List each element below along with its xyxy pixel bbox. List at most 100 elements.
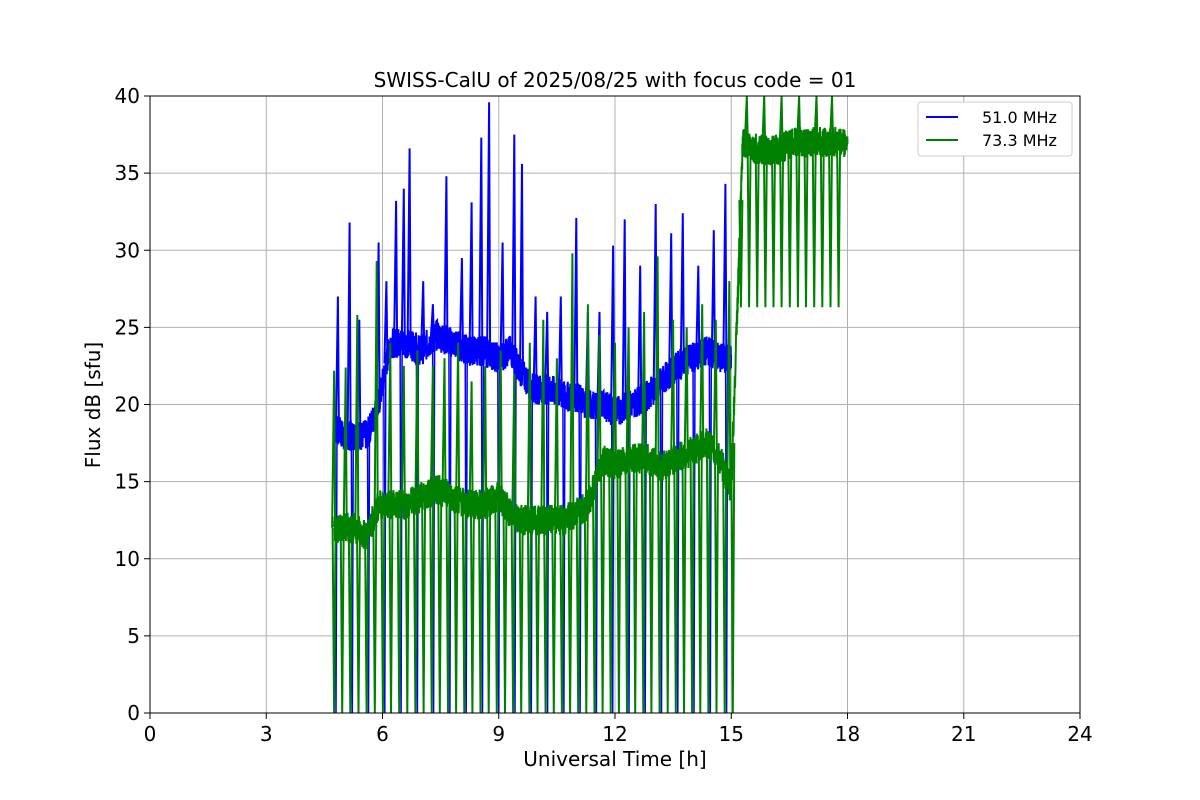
- y-tick-label: 10: [115, 547, 140, 571]
- y-tick-label: 20: [115, 393, 140, 417]
- series-spike: [778, 96, 784, 149]
- series-calibration-dip: [545, 389, 550, 713]
- series-calibration-dip: [583, 505, 589, 713]
- series-spike: [695, 265, 701, 356]
- series-spike: [621, 219, 627, 408]
- x-tick-label: 12: [602, 722, 627, 746]
- series-spike: [414, 350, 420, 500]
- series-spike: [499, 242, 505, 356]
- series-spike: [573, 217, 579, 397]
- series-calibration-dip: [673, 459, 679, 713]
- series-calibration-dip: [811, 142, 817, 308]
- series-spike: [468, 202, 474, 351]
- series-spike: [553, 358, 559, 521]
- series-calibration-dip: [730, 443, 736, 713]
- x-tick-label: 18: [835, 722, 860, 746]
- y-axis-label: Flux dB [sfu]: [81, 342, 105, 468]
- series-spike: [511, 134, 517, 359]
- series-calibration-dip: [478, 504, 483, 713]
- series-spike: [441, 358, 447, 494]
- series-calibration-dip: [608, 463, 614, 713]
- series-calibration-dip: [453, 498, 459, 713]
- series-calibration-dip: [372, 514, 378, 713]
- series-calibration-dip: [575, 511, 581, 713]
- series-calibration-dip: [657, 465, 663, 713]
- series-calibration-dip: [681, 454, 687, 713]
- y-tick-label: 15: [115, 470, 140, 494]
- series-spike: [443, 176, 449, 340]
- series-calibration-dip: [836, 142, 842, 308]
- y-tick-label: 0: [127, 701, 140, 725]
- legend-label-73mhz: 73.3 MHz: [982, 131, 1057, 150]
- series-calibration-dip: [551, 520, 557, 713]
- series-spike: [482, 365, 488, 504]
- series-spike: [637, 265, 643, 400]
- legend-label-51mhz: 51.0 MHz: [982, 108, 1057, 127]
- series-calibration-dip: [461, 502, 467, 713]
- series-calibration-dip: [640, 458, 646, 713]
- series-spike: [497, 350, 503, 500]
- series-calibration-dip: [779, 148, 785, 308]
- series-calibration-dip: [421, 495, 427, 713]
- series-calibration-dip: [469, 504, 475, 713]
- x-tick-label: 9: [492, 722, 505, 746]
- x-axis-label: Universal Time [h]: [523, 747, 706, 771]
- series-spike: [699, 304, 705, 447]
- series-spike: [710, 230, 716, 355]
- series-spike: [829, 96, 834, 143]
- series-spike: [683, 327, 689, 454]
- series-spike: [670, 319, 676, 461]
- series-calibration-dip: [616, 464, 622, 713]
- series-spike: [654, 256, 660, 465]
- series-calibration-dip: [347, 527, 353, 713]
- series-calibration-dip: [535, 520, 540, 713]
- series-calibration-dip: [746, 145, 752, 308]
- series-spike: [668, 233, 674, 372]
- series-spike: [458, 257, 464, 348]
- series-spike: [625, 327, 631, 460]
- series-spike: [393, 200, 399, 343]
- series-spike: [383, 281, 389, 364]
- series-calibration-dip: [364, 535, 370, 713]
- series-spike: [813, 96, 819, 143]
- series-calibration-dip: [714, 454, 719, 713]
- series-spike: [511, 373, 517, 516]
- series-calibration-dip: [380, 504, 386, 713]
- series-spike: [596, 335, 602, 471]
- series-calibration-dip: [632, 458, 638, 713]
- series-calibration-dip: [754, 149, 760, 308]
- series-calibration-dip: [705, 443, 711, 713]
- series-calibration-dip: [339, 527, 345, 713]
- series-calibration-dip: [567, 516, 573, 713]
- series-calibration-dip: [331, 527, 337, 713]
- x-tick-label: 21: [951, 722, 976, 746]
- series-calibration-dip: [795, 142, 801, 308]
- series-calibration-dip: [388, 504, 394, 713]
- series-calibration-dip: [464, 349, 468, 713]
- series-51mhz: [333, 102, 733, 713]
- series-spike: [420, 281, 426, 349]
- series-spike: [526, 342, 532, 521]
- series-spike: [346, 222, 352, 436]
- series-calibration-dip: [510, 514, 516, 713]
- series-calibration-dip: [356, 529, 361, 713]
- series-calibration-dip: [526, 520, 532, 713]
- series-spike: [519, 163, 524, 374]
- series-spike: [429, 304, 435, 339]
- series-spike: [743, 96, 749, 145]
- series-spike: [540, 319, 546, 521]
- y-tick-label: 35: [115, 161, 140, 185]
- series-calibration-dip: [738, 200, 744, 308]
- x-tick-label: 15: [719, 722, 744, 746]
- series-calibration-dip: [803, 142, 809, 308]
- series-calibration-dip: [383, 371, 387, 713]
- series-spike: [557, 296, 563, 395]
- x-tick-label: 24: [1067, 722, 1092, 746]
- series-calibration-dip: [448, 341, 452, 713]
- series-calibration-dip: [648, 461, 654, 713]
- series-spike: [569, 253, 575, 516]
- series-spike: [612, 342, 617, 467]
- series-spike: [478, 137, 484, 351]
- series-calibration-dip: [819, 142, 825, 308]
